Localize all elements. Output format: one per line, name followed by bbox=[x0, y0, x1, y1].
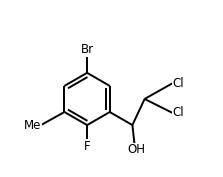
Text: Br: Br bbox=[81, 43, 94, 56]
Text: OH: OH bbox=[127, 143, 145, 156]
Text: Cl: Cl bbox=[172, 106, 184, 119]
Text: Me: Me bbox=[24, 119, 41, 132]
Text: Cl: Cl bbox=[172, 77, 184, 90]
Text: F: F bbox=[84, 140, 90, 153]
